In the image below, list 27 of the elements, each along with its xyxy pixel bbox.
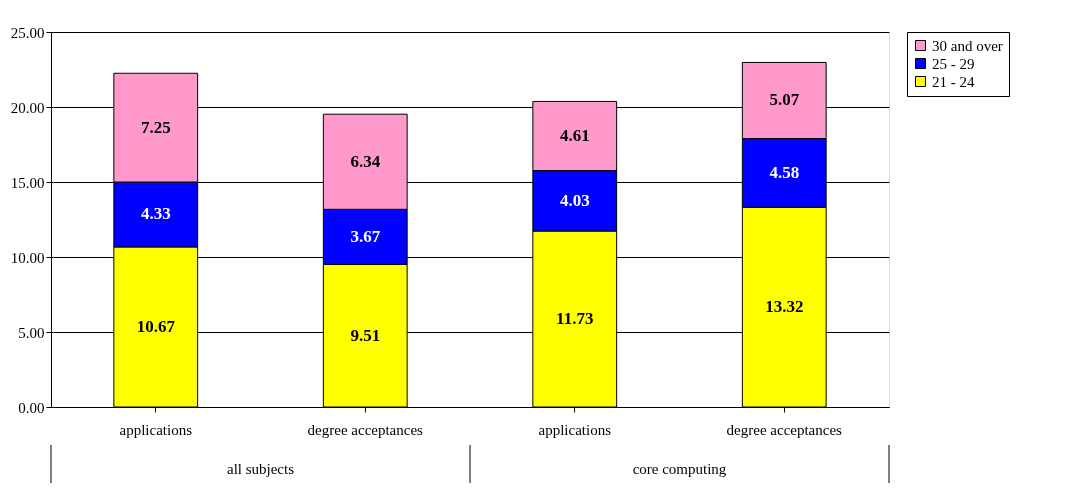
legend-label: 21 - 24 xyxy=(932,73,975,90)
x-tick-label: applications xyxy=(538,421,612,438)
y-tick-label: 20.00 xyxy=(10,99,45,116)
legend-label: 30 and over xyxy=(932,37,1003,54)
y-tick-label: 10.00 xyxy=(10,249,45,266)
data-label: 11.73 xyxy=(556,309,594,329)
data-label: 4.03 xyxy=(559,190,590,210)
data-label: 3.67 xyxy=(350,226,381,246)
x-tick-label: degree acceptances xyxy=(307,421,424,438)
x-tick-label: degree acceptances xyxy=(726,421,843,438)
y-tick-label: 25.00 xyxy=(10,24,45,41)
data-label: 9.51 xyxy=(350,325,381,345)
data-label: 5.07 xyxy=(769,90,800,110)
data-label: 4.58 xyxy=(769,162,800,182)
data-label: 10.67 xyxy=(136,316,176,336)
y-tick-label: 15.00 xyxy=(10,174,45,191)
data-label: 7.25 xyxy=(140,117,171,137)
data-label: 13.32 xyxy=(765,297,804,317)
text: core computing xyxy=(632,461,727,477)
y-tick-label: 0.00 xyxy=(18,399,45,416)
data-label: 6.34 xyxy=(350,151,381,171)
y-tick-label: 5.00 xyxy=(18,324,45,341)
data-label: 4.61 xyxy=(559,126,590,146)
legend-label: 25 - 29 xyxy=(932,55,975,72)
x-tick-label: applications xyxy=(119,421,193,438)
text: all subjects xyxy=(226,461,295,477)
data-label: 4.33 xyxy=(140,204,171,224)
